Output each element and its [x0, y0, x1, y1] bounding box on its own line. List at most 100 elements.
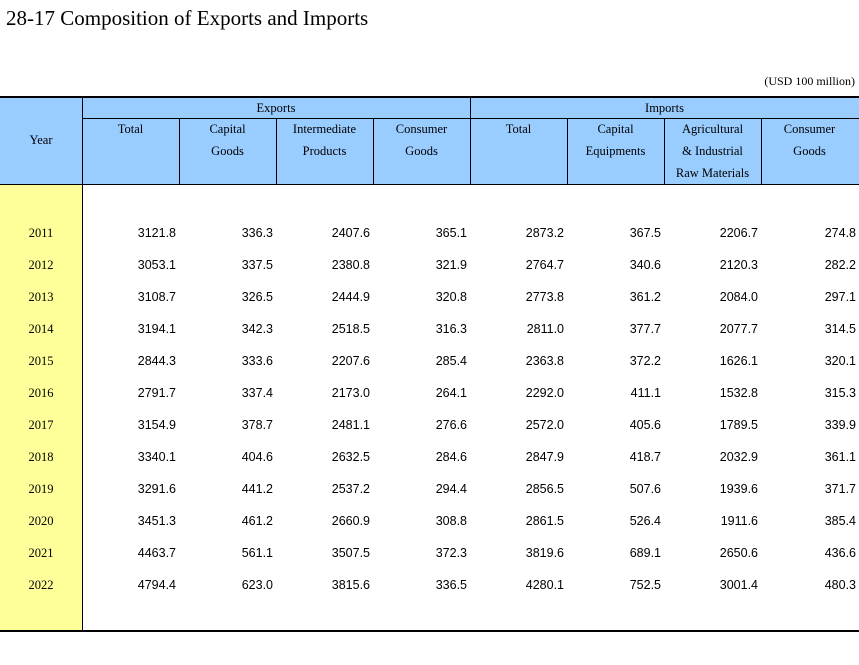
column-header-line: & Industrial	[682, 144, 743, 158]
header-divider	[373, 118, 374, 185]
value-cell: 1626.1	[719, 354, 758, 368]
value-cell: 3194.1	[137, 322, 176, 336]
table-row: 2022 4794.4 623.0 3815.6 336.5 4280.1 752.5 300…	[0, 569, 859, 601]
column-header-line: Consumer	[395, 122, 448, 136]
year-cell: 2020	[28, 514, 54, 528]
table-body: 2011 3121.8 336.3 2407.6 365.1 2873.2 367.5 220…	[0, 217, 859, 601]
header-divider	[276, 118, 277, 185]
value-cell: 752.5	[629, 578, 661, 592]
year-cell: 2015	[28, 354, 54, 368]
column-header-line: Total	[117, 122, 144, 136]
value-cell: 294.4	[435, 482, 467, 496]
value-cell: 371.7	[824, 482, 856, 496]
header-divider	[567, 118, 568, 185]
column-header-line: Goods	[405, 144, 438, 158]
column-header-line: Consumer	[783, 122, 836, 136]
value-cell: 623.0	[241, 578, 273, 592]
value-cell: 2844.3	[137, 354, 176, 368]
value-cell: 3001.4	[719, 578, 758, 592]
imports-header: Imports	[645, 101, 684, 115]
value-cell: 372.3	[435, 546, 467, 560]
value-cell: 3507.5	[331, 546, 370, 560]
table-row: 2019 3291.6 441.2 2537.2 294.4 2856.5 507.6 193…	[0, 473, 859, 505]
year-cell: 2022	[28, 578, 54, 592]
value-cell: 2077.7	[719, 322, 758, 336]
column-header: Capital Goods	[179, 118, 276, 162]
column-header-line: Intermediate	[292, 122, 357, 136]
value-cell: 1911.6	[720, 514, 758, 528]
value-cell: 526.4	[629, 514, 661, 528]
value-cell: 2847.9	[525, 450, 564, 464]
header-divider	[761, 118, 762, 185]
value-cell: 404.6	[241, 450, 273, 464]
value-cell: 314.5	[824, 322, 856, 336]
year-cell: 2013	[28, 290, 54, 304]
header-divider	[179, 118, 180, 185]
value-cell: 507.6	[629, 482, 661, 496]
page-title: 28-17 Composition of Exports and Imports	[6, 6, 369, 30]
year-header: Year	[29, 133, 53, 147]
value-cell: 2861.5	[525, 514, 564, 528]
table-row: 2021 4463.7 561.1 3507.5 372.3 3819.6 689.1 265…	[0, 537, 859, 569]
value-cell: 2206.7	[719, 226, 758, 240]
value-cell: 2380.8	[331, 258, 370, 272]
value-cell: 321.9	[435, 258, 467, 272]
value-cell: 2120.3	[719, 258, 758, 272]
value-cell: 282.2	[824, 258, 856, 272]
table-row: 2012 3053.1 337.5 2380.8 321.9 2764.7 340.6 212…	[0, 249, 859, 281]
year-cell: 2014	[28, 322, 54, 336]
value-cell: 480.3	[824, 578, 856, 592]
value-cell: 1532.8	[719, 386, 758, 400]
value-cell: 320.8	[435, 290, 467, 304]
column-header-line: Goods	[793, 144, 826, 158]
column-header-line: Capital	[597, 122, 634, 136]
value-cell: 297.1	[824, 290, 856, 304]
value-cell: 2292.0	[525, 386, 564, 400]
year-cell: 2021	[28, 546, 54, 560]
value-cell: 418.7	[629, 450, 661, 464]
value-cell: 361.2	[629, 290, 661, 304]
column-header-line: Raw Materials	[675, 166, 750, 180]
column-header-line: Equipments	[585, 144, 646, 158]
value-cell: 315.3	[824, 386, 856, 400]
value-cell: 4794.4	[137, 578, 176, 592]
value-cell: 3053.1	[137, 258, 176, 272]
value-cell: 2207.6	[331, 354, 370, 368]
value-cell: 284.6	[435, 450, 467, 464]
column-header: Consumer Goods	[373, 118, 470, 162]
value-cell: 337.4	[241, 386, 273, 400]
value-cell: 336.3	[241, 226, 273, 240]
value-cell: 3121.8	[137, 226, 176, 240]
value-cell: 3154.9	[137, 418, 176, 432]
table-row: 2015 2844.3 333.6 2207.6 285.4 2363.8 372.2 162…	[0, 345, 859, 377]
table-row: 2013 3108.7 326.5 2444.9 320.8 2773.8 361.2 208…	[0, 281, 859, 313]
column-header-line: Agricultural	[681, 122, 744, 136]
column-header-line: Goods	[211, 144, 244, 158]
year-cell: 2016	[28, 386, 54, 400]
value-cell: 308.8	[435, 514, 467, 528]
value-cell: 276.6	[435, 418, 467, 432]
value-cell: 320.1	[824, 354, 856, 368]
value-cell: 2764.7	[525, 258, 564, 272]
year-column-divider	[82, 98, 83, 632]
value-cell: 274.8	[824, 226, 856, 240]
value-cell: 461.2	[241, 514, 273, 528]
value-cell: 2572.0	[525, 418, 564, 432]
value-cell: 3819.6	[525, 546, 564, 560]
value-cell: 326.5	[241, 290, 273, 304]
value-cell: 2537.2	[331, 482, 370, 496]
value-cell: 339.9	[824, 418, 856, 432]
table-row: 2011 3121.8 336.3 2407.6 365.1 2873.2 367.5 220…	[0, 217, 859, 249]
value-cell: 2173.0	[331, 386, 370, 400]
column-header: Consumer Goods	[761, 118, 858, 162]
column-header: Total	[470, 118, 567, 140]
column-header-line: Capital	[209, 122, 246, 136]
value-cell: 333.6	[241, 354, 273, 368]
column-header-line: Total	[505, 122, 532, 136]
value-cell: 3340.1	[137, 450, 176, 464]
value-cell: 361.1	[824, 450, 856, 464]
value-cell: 2873.2	[525, 226, 564, 240]
value-cell: 689.1	[629, 546, 661, 560]
exports-imports-divider	[470, 98, 471, 185]
year-cell: 2011	[28, 226, 54, 240]
